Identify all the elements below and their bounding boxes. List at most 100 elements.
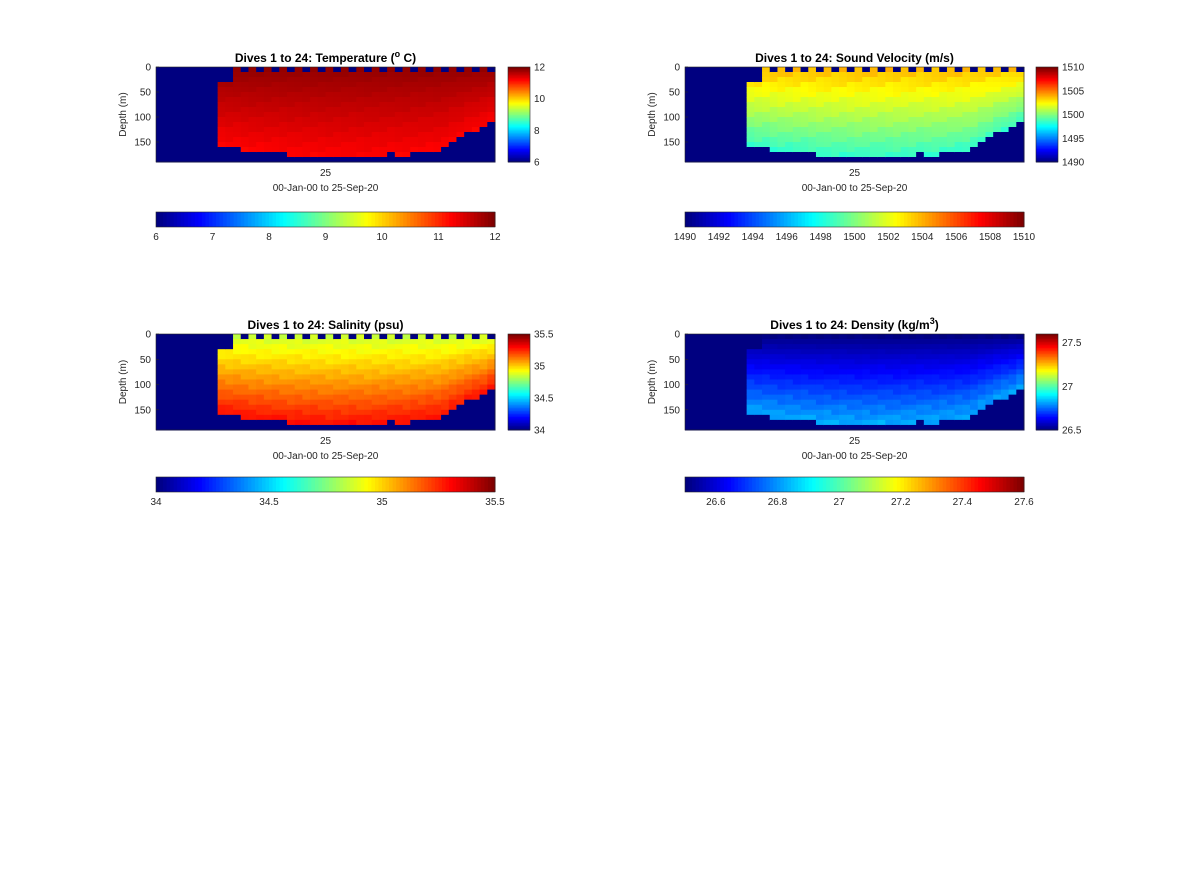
heatmap-cell [1016,77,1025,83]
heatmap-cell [823,82,832,88]
heatmap-cell [194,122,203,128]
heatmap-cell [808,334,817,340]
heatmap-cell [808,147,817,153]
heatmap-cell [777,389,786,396]
heatmap-cell [993,107,1002,113]
heatmap-cell [715,369,725,375]
heatmap-cell [715,107,725,113]
heatmap-cell [908,344,917,350]
heatmap-cell [302,424,311,431]
heatmap-cell [785,82,794,88]
heatmap-cell [248,419,257,426]
heatmap-cell [715,67,725,73]
heatmap-cell [723,404,732,411]
heatmap-cell [962,117,971,123]
heatmap-cell [410,127,419,133]
heatmap-cell [762,72,771,78]
heatmap-cell [217,379,226,386]
y-tick-label: 150 [134,138,151,149]
heatmap-cell [202,132,211,138]
colorbar-horizontal-swatch [942,477,947,492]
heatmap-cell [754,107,763,113]
heatmap-cell [1008,72,1017,78]
heatmap-cell [286,82,296,88]
heatmap-cell [487,394,496,401]
heatmap-cell [179,142,188,148]
colorbar-horizontal-swatch [896,477,901,492]
heatmap-cell [977,364,986,370]
colorbar-vertical-swatch [508,93,530,96]
heatmap-cell [364,364,373,370]
heatmap-cell [800,112,809,118]
heatmap-cell [379,92,388,98]
heatmap-cell [839,399,848,406]
heatmap-cell [854,374,863,380]
heatmap-cell [464,72,473,78]
heatmap-cell [862,354,871,360]
heatmap-cell [248,334,257,340]
heatmap-cell [970,122,979,128]
heatmap-cell [785,67,794,73]
heatmap-cell [869,87,879,93]
heatmap-cell [708,334,717,340]
heatmap-cell [294,77,303,83]
heatmap-cell [394,399,404,406]
heatmap-cell [823,157,832,163]
heatmap-cell [846,374,855,380]
colorbar-horizontal-swatch [702,212,707,227]
heatmap-cell [700,339,709,345]
heatmap-cell [371,369,380,375]
heatmap-cell [885,414,894,421]
heatmap-cell [441,399,450,406]
heatmap-cell [279,369,288,375]
heatmap-cell [869,157,879,163]
heatmap-cell [487,77,496,83]
heatmap-cell [256,72,265,78]
heatmap-cell [785,409,794,416]
colorbar-vertical-tick-label: 35.5 [534,330,554,341]
heatmap-cell [692,77,701,83]
heatmap-cell [479,112,488,118]
heatmap-cell [286,137,296,143]
heatmap-cell [846,414,855,421]
colorbar-horizontal-swatch [382,212,387,227]
heatmap-cell [916,147,925,153]
heatmap-cell [746,72,755,78]
heatmap-cell [862,404,871,411]
heatmap-cell [310,359,319,365]
heatmap-cell [286,107,296,113]
colorbar-horizontal-swatch [706,212,711,227]
colorbar-vertical-swatch [1036,346,1058,348]
colorbar-horizontal-swatch [216,477,221,492]
heatmap-cell [425,404,434,411]
colorbar-vertical-swatch [1036,368,1058,371]
heatmap-cell [762,67,771,73]
heatmap-cell [869,399,879,406]
colorbar-vertical-swatch [1036,389,1058,392]
heatmap-cell [777,379,786,386]
heatmap-cell [869,107,879,113]
heatmap-cell [325,92,334,98]
heatmap-cell [1000,137,1010,143]
heatmap-cell [194,112,203,118]
heatmap-cell [692,152,701,158]
heatmap-cell [785,122,794,128]
heatmap-cell [233,137,242,143]
heatmap-cell [456,334,465,340]
heatmap-cell [402,394,411,401]
heatmap-cell [202,152,211,158]
colorbar-vertical-swatch [1036,356,1058,359]
heatmap-cell [893,349,902,355]
heatmap-cell [869,364,879,370]
heatmap-cell [893,359,902,365]
heatmap-cell [985,142,994,148]
colorbar-vertical-swatch [1036,80,1058,83]
heatmap-cell [402,87,411,93]
colorbar-horizontal-swatch [755,477,760,492]
heatmap-cell [356,117,365,123]
heatmap-cell [387,137,396,143]
heatmap-cell [908,122,917,128]
heatmap-cell [777,404,786,411]
heatmap-cell [777,339,786,345]
heatmap-cell [394,359,404,365]
